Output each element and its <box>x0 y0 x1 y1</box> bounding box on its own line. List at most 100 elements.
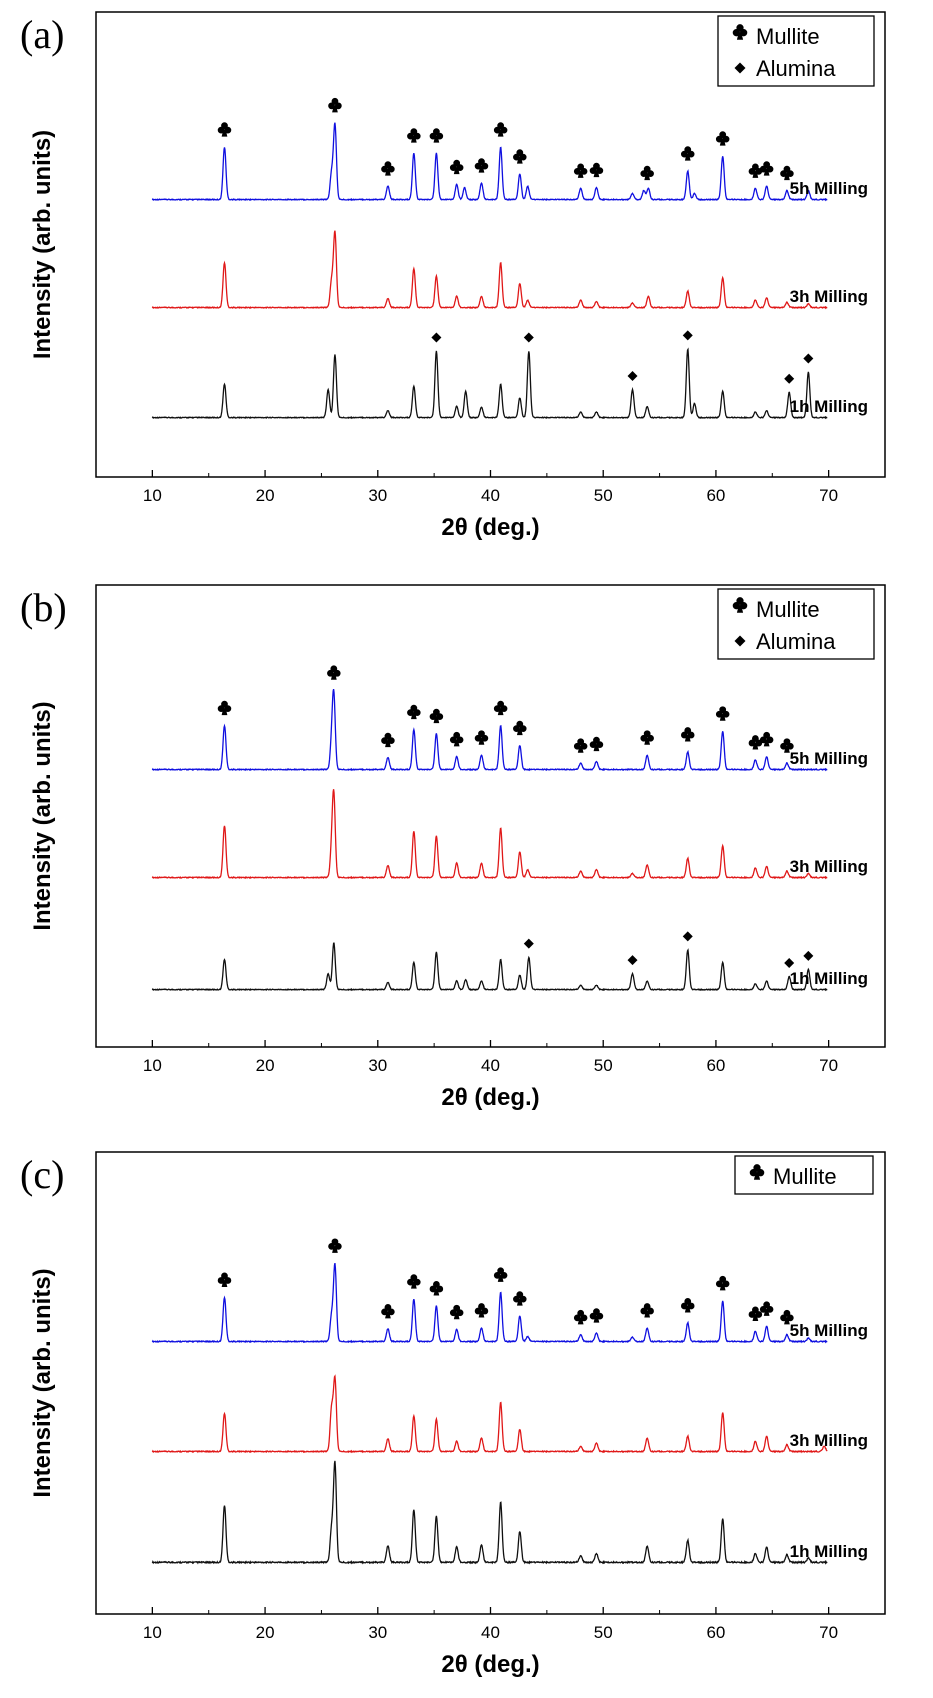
x-tick-label: 70 <box>819 486 838 505</box>
x-tick-label: 40 <box>481 486 500 505</box>
xrd-panel-1: (a) 10 20 30 40 50 60 70 2θ (deg.) Intensity (arb… <box>20 11 886 541</box>
x-axis-title: 2θ (deg.) <box>441 1084 539 1111</box>
club-peak-marker <box>589 1308 604 1323</box>
club-peak-marker <box>680 146 695 161</box>
y-axis-title: Intensity (arb. units) <box>29 701 56 930</box>
x-tick-label: 70 <box>819 1056 838 1075</box>
legend: Mullite Alumina <box>717 15 875 87</box>
club-peak-marker <box>759 731 774 747</box>
series-label: 5h Milling <box>790 179 868 198</box>
club-peak-marker <box>715 131 730 146</box>
x-tick-label: 30 <box>368 1056 387 1075</box>
panel-label: (b) <box>20 585 67 630</box>
xrd-panel-2: (b) 10 20 30 40 50 60 70 2θ (deg.) Intensity (arb… <box>20 584 886 1111</box>
diamond-peak-marker <box>784 373 795 384</box>
x-tick-label: 60 <box>706 1056 725 1075</box>
club-peak-marker <box>759 1301 774 1316</box>
club-peak-marker <box>573 163 588 178</box>
legend-box <box>717 588 875 660</box>
x-tick-label: 10 <box>143 486 162 505</box>
legend-label: Alumina <box>756 56 836 81</box>
y-axis-title: Intensity (arb. units) <box>29 130 56 359</box>
x-tick-label: 10 <box>143 1056 162 1075</box>
x-tick-label: 10 <box>143 1623 162 1642</box>
club-peak-marker <box>680 1298 695 1313</box>
diamond-peak-marker <box>431 332 442 343</box>
club-peak-marker <box>449 731 464 747</box>
legend: Mullite Alumina <box>717 588 875 660</box>
series-label: 3h Milling <box>790 287 868 306</box>
club-legend-marker <box>732 24 748 40</box>
diamond-peak-marker <box>523 332 534 343</box>
club-peak-marker <box>513 1291 527 1306</box>
legend-label: Mullite <box>756 24 820 49</box>
legend-label: Mullite <box>773 1164 837 1189</box>
series-label: 1h Milling <box>790 969 868 988</box>
club-peak-marker <box>589 162 604 178</box>
x-tick-label: 20 <box>256 486 275 505</box>
club-peak-marker <box>449 159 464 175</box>
club-peak-marker <box>474 158 489 173</box>
series-label: 1h Milling <box>790 397 868 416</box>
club-peak-marker <box>640 165 654 181</box>
club-peak-marker <box>217 1272 232 1287</box>
panel-label: (a) <box>20 12 64 57</box>
diamond-legend-marker <box>734 635 746 647</box>
club-peak-marker <box>474 730 489 745</box>
legend: Mullite <box>734 1155 874 1195</box>
x-tick-label: 20 <box>256 1056 275 1075</box>
x-tick-label: 60 <box>706 1623 725 1642</box>
series-line-5h-milling <box>151 122 828 202</box>
club-peak-marker <box>381 732 395 748</box>
club-peak-marker <box>573 1309 588 1325</box>
club-peak-marker <box>493 700 508 716</box>
xrd-panel-3: (c) 10 20 30 40 50 60 70 2θ (deg.) Intensity (arb… <box>20 1151 886 1678</box>
diamond-peak-marker <box>523 938 534 949</box>
club-peak-marker <box>449 1304 464 1320</box>
diamond-peak-marker <box>803 950 814 961</box>
y-axis-title: Intensity (arb. units) <box>29 1268 56 1497</box>
diamond-peak-marker <box>627 371 638 381</box>
club-peak-marker <box>640 1303 654 1318</box>
x-tick-label: 20 <box>256 1623 275 1642</box>
legend-label: Alumina <box>756 629 836 654</box>
club-peak-marker <box>328 97 342 113</box>
x-tick-label: 50 <box>594 486 613 505</box>
club-peak-marker <box>429 1281 444 1296</box>
series-line-1h-milling <box>151 347 828 420</box>
plot-frame <box>95 1151 886 1615</box>
diamond-peak-marker <box>627 955 638 966</box>
series-line-5h-milling <box>151 1262 828 1344</box>
series-label: 1h Milling <box>790 1542 868 1561</box>
club-peak-marker <box>513 149 527 164</box>
club-peak-marker <box>493 122 508 137</box>
club-peak-marker <box>429 708 444 724</box>
club-peak-marker <box>217 122 232 137</box>
club-peak-marker <box>780 1309 794 1325</box>
x-axis-title: 2θ (deg.) <box>441 1651 539 1678</box>
club-peak-marker <box>748 1306 763 1321</box>
diamond-peak-marker <box>682 330 693 341</box>
series-line-1h-milling <box>151 942 828 992</box>
club-peak-marker <box>780 165 794 181</box>
club-peak-marker <box>715 1275 730 1291</box>
panel-label: (c) <box>20 1152 64 1197</box>
club-peak-marker <box>589 736 604 752</box>
club-peak-marker <box>381 1303 395 1319</box>
series-line-1h-milling <box>151 1460 828 1565</box>
series-line-5h-milling <box>151 688 828 772</box>
diamond-peak-marker <box>784 958 795 969</box>
series-label: 3h Milling <box>790 1431 868 1450</box>
x-tick-label: 40 <box>481 1623 500 1642</box>
x-tick-label: 60 <box>706 486 725 505</box>
club-peak-marker <box>381 161 395 176</box>
club-peak-marker <box>748 163 763 178</box>
x-tick-label: 40 <box>481 1056 500 1075</box>
diamond-peak-marker <box>803 353 814 364</box>
club-peak-marker <box>573 738 588 753</box>
series-label: 5h Milling <box>790 749 868 768</box>
x-tick-label: 70 <box>819 1623 838 1642</box>
series-label: 5h Milling <box>790 1321 868 1340</box>
club-peak-marker <box>680 727 695 742</box>
